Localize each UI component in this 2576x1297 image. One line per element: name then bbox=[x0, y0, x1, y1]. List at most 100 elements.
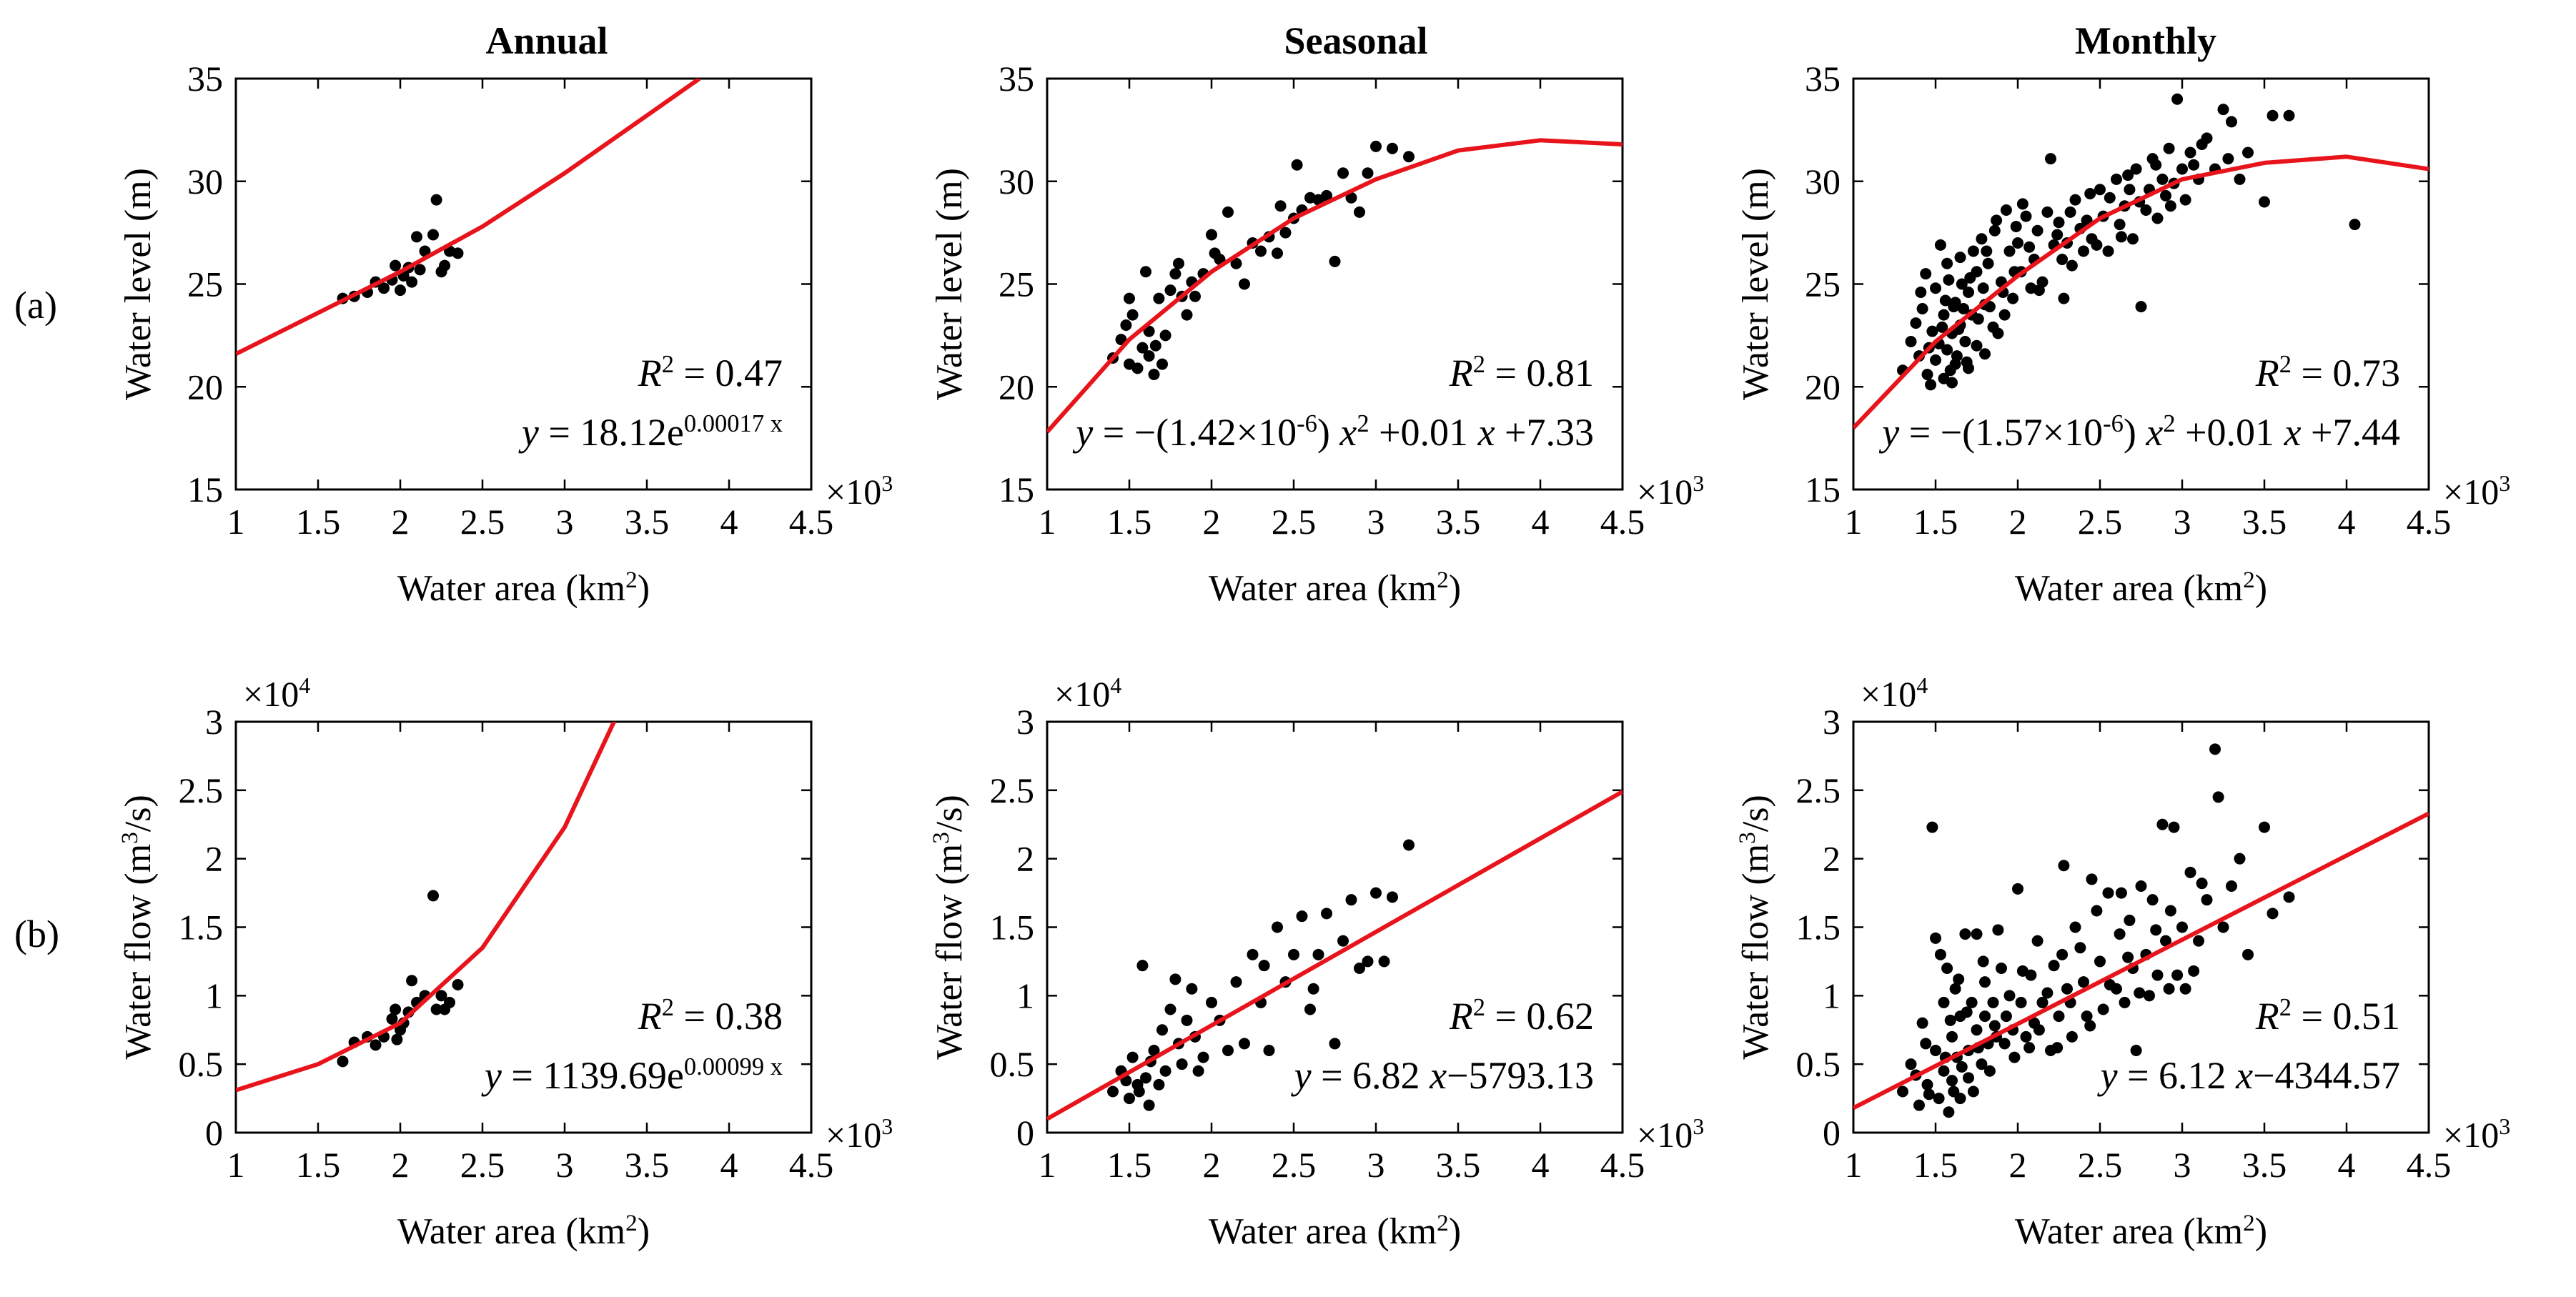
data-point bbox=[1169, 268, 1182, 280]
data-point bbox=[2188, 965, 2200, 977]
data-point bbox=[1998, 309, 2011, 321]
y-tick-label: 30 bbox=[1805, 161, 1841, 202]
data-point bbox=[1133, 1085, 1145, 1098]
data-point bbox=[2283, 891, 2295, 903]
data-point bbox=[1370, 887, 1382, 899]
y-multiplier: ×104 bbox=[1054, 672, 1121, 714]
x-tick-label: 4.5 bbox=[789, 502, 834, 542]
data-point bbox=[2234, 853, 2246, 865]
data-point bbox=[1403, 839, 1415, 851]
data-point bbox=[1961, 1006, 1973, 1018]
data-point bbox=[390, 1003, 402, 1015]
data-point bbox=[444, 996, 455, 1008]
y-tick-label: 15 bbox=[999, 469, 1034, 510]
data-point bbox=[1247, 948, 1259, 960]
data-point bbox=[1387, 891, 1398, 903]
data-point bbox=[2193, 935, 2204, 947]
data-point bbox=[1964, 272, 1976, 284]
data-point bbox=[2104, 979, 2116, 990]
y-tick-label: 3 bbox=[1016, 702, 1034, 742]
data-point bbox=[1983, 1065, 1996, 1077]
y-tick-label: 35 bbox=[1805, 59, 1841, 99]
data-point bbox=[430, 194, 442, 206]
data-point bbox=[2226, 116, 2237, 128]
panel-seasonal-water-level: 1 1.5 2 2.5 3 3.5 4 4.5 15 20 25 30 35 Water area (km… bbox=[929, 59, 1704, 609]
data-point bbox=[2114, 928, 2126, 940]
data-point bbox=[1966, 996, 1978, 1008]
data-point bbox=[427, 890, 439, 902]
data-point bbox=[1126, 309, 1139, 321]
data-point bbox=[1288, 948, 1299, 960]
data-point bbox=[2066, 1030, 2078, 1043]
data-point bbox=[1321, 189, 1332, 202]
data-point bbox=[1329, 1038, 1341, 1050]
x-multiplier: ×103 bbox=[2443, 1113, 2510, 1155]
x-tick-label: 1.5 bbox=[1913, 502, 1958, 542]
data-point bbox=[2058, 860, 2070, 872]
data-point bbox=[1953, 973, 1965, 985]
y-axis-label: Water flow (m3/s) bbox=[928, 795, 971, 1060]
data-point bbox=[1930, 354, 1941, 366]
data-point bbox=[1148, 369, 1160, 380]
data-point bbox=[2150, 924, 2162, 936]
data-point bbox=[1143, 350, 1155, 362]
data-point bbox=[2184, 866, 2196, 878]
data-point bbox=[1126, 1051, 1139, 1063]
x-tick-label: 3.5 bbox=[625, 1145, 670, 1185]
x-tick-label: 2.5 bbox=[460, 1145, 505, 1185]
data-point bbox=[2119, 996, 2131, 1008]
data-point bbox=[390, 259, 402, 272]
data-point bbox=[2091, 905, 2103, 917]
y-tick-label: 25 bbox=[187, 264, 223, 304]
data-point bbox=[1159, 329, 1171, 342]
data-point bbox=[2003, 990, 2016, 1002]
data-point bbox=[1946, 1030, 1958, 1043]
x-tick-label: 3 bbox=[2174, 1145, 2191, 1185]
data-point bbox=[2259, 821, 2270, 833]
fit-line bbox=[1047, 790, 1623, 1121]
y-tick-label: 1 bbox=[1823, 975, 1841, 1015]
y-multiplier: ×104 bbox=[1861, 672, 1928, 714]
data-point bbox=[2058, 292, 2070, 304]
y-tick-label: 1.5 bbox=[990, 908, 1035, 948]
data-point bbox=[1938, 996, 1950, 1008]
data-point bbox=[1959, 928, 1971, 940]
data-point bbox=[419, 245, 431, 257]
data-point bbox=[1197, 1051, 1209, 1063]
x-axis-label: Water area (km2) bbox=[1209, 1210, 1461, 1253]
x-tick-label: 2 bbox=[392, 502, 410, 542]
data-point bbox=[1920, 1038, 1932, 1050]
data-point bbox=[1979, 348, 1991, 360]
data-point bbox=[1354, 206, 1365, 218]
data-point bbox=[1272, 247, 1283, 259]
data-point bbox=[1164, 284, 1176, 297]
data-point bbox=[2033, 284, 2045, 297]
data-point bbox=[1948, 301, 1960, 313]
data-point bbox=[1963, 1072, 1974, 1084]
fit-line bbox=[236, 722, 616, 1093]
data-point bbox=[1930, 282, 1941, 294]
x-tick-label: 3.5 bbox=[2242, 1145, 2287, 1185]
data-point bbox=[1915, 287, 1927, 298]
data-point bbox=[2130, 1045, 2142, 1056]
data-point bbox=[1124, 292, 1135, 304]
data-point bbox=[411, 231, 422, 243]
data-point bbox=[1982, 257, 1994, 269]
data-point bbox=[2007, 292, 2019, 304]
data-point bbox=[2086, 873, 2098, 885]
data-point bbox=[1949, 358, 1961, 370]
fit-line bbox=[236, 79, 701, 356]
data-point bbox=[2023, 1042, 2036, 1054]
data-point bbox=[1988, 1020, 2001, 1032]
data-point bbox=[2212, 791, 2224, 803]
data-point bbox=[2097, 1003, 2109, 1015]
data-point bbox=[2122, 169, 2134, 182]
data-point bbox=[2056, 948, 2069, 960]
data-point bbox=[2135, 301, 2147, 313]
data-point bbox=[2115, 887, 2127, 899]
data-point bbox=[2015, 996, 2027, 1008]
data-point bbox=[2056, 254, 2069, 265]
data-point bbox=[1920, 268, 1932, 280]
data-point bbox=[1143, 1099, 1155, 1111]
